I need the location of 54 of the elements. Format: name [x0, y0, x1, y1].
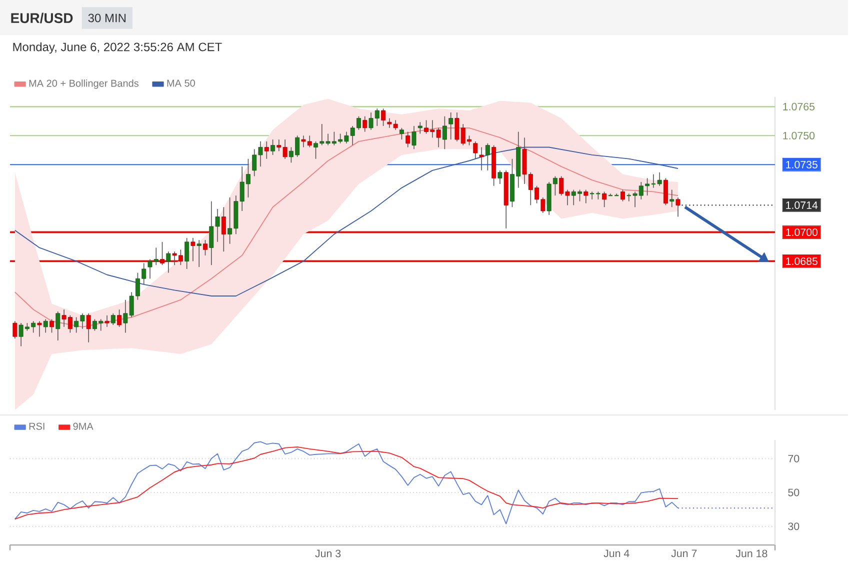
candlestick: [381, 108, 386, 126]
candlestick: [412, 126, 416, 150]
candlestick: [56, 311, 60, 341]
legend-label: 9MA: [73, 422, 94, 430]
x-tick-label: Jun 3: [315, 550, 341, 558]
y-tick-label: 1.0750: [783, 132, 815, 140]
candlestick: [399, 128, 404, 140]
y-tick-label: 70: [788, 454, 800, 462]
y-tick-label: 30: [788, 522, 800, 530]
legend-label: MA 50: [167, 80, 195, 87]
candlestick: [86, 312, 91, 343]
candlestick: [166, 251, 171, 274]
line-series: [14, 146, 678, 296]
candlestick: [498, 170, 502, 184]
candlestick: [203, 240, 208, 256]
candlestick: [473, 141, 478, 160]
candlestick: [584, 189, 588, 204]
candlestick: [448, 112, 454, 140]
candlestick: [264, 141, 269, 160]
y-tick-label: 1.0765: [783, 102, 815, 110]
candlestick: [406, 131, 410, 148]
candlestick: [160, 242, 164, 266]
candlestick: [620, 189, 625, 202]
candlestick: [117, 309, 122, 328]
candlestick: [270, 139, 276, 156]
legend-label: MA 20 + Bollinger Bands: [29, 79, 139, 89]
candlestick: [676, 197, 680, 218]
x-tick-label: Jun 4: [604, 550, 630, 558]
candlestick: [43, 318, 48, 334]
candlestick: [110, 312, 116, 326]
candlestick: [479, 146, 484, 171]
candlestick: [184, 238, 190, 270]
candlestick: [37, 320, 42, 337]
candlestick: [418, 122, 422, 134]
candlestick: [670, 189, 674, 208]
text: Monday, June 6, 2022 3:55:26 AM CET: [13, 42, 222, 54]
chart-title: EUR/USD: [11, 12, 73, 24]
y-tick-label: 50: [788, 488, 800, 496]
x-tick-label: Jun 7: [671, 550, 697, 558]
candlestick: [362, 116, 368, 132]
chart-subtitle: 30 MIN: [88, 14, 126, 22]
legend-label: RSI: [29, 422, 44, 430]
x-tick-label: Jun 18: [736, 550, 768, 558]
candlestick: [221, 206, 226, 252]
candlestick: [104, 314, 110, 328]
candlestick: [602, 191, 607, 208]
candlestick: [442, 116, 447, 150]
candlestick: [50, 318, 54, 334]
candlestick: [485, 142, 490, 171]
candlestick: [190, 238, 196, 262]
line-series: [14, 127, 678, 328]
candlestick: [12, 320, 18, 339]
candlestick: [196, 240, 202, 268]
candlestick: [663, 178, 668, 206]
